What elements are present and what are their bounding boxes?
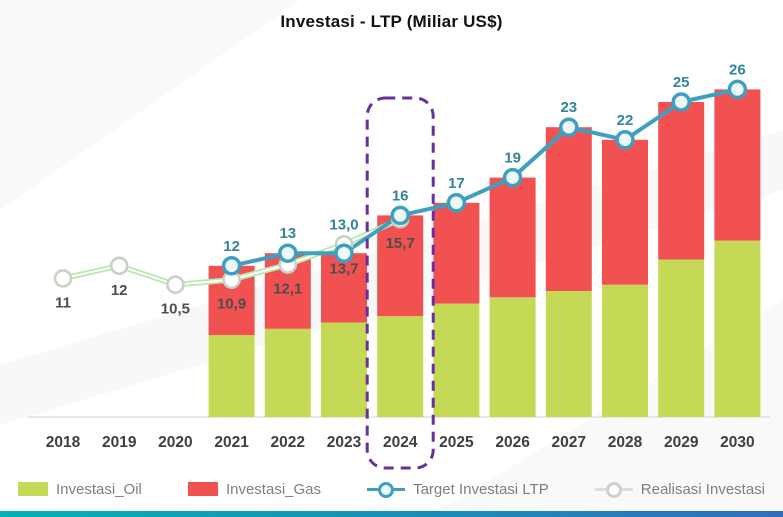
bar-oil-2023 (321, 322, 367, 417)
bar-oil-2030 (714, 240, 761, 417)
target-label-2025: 17 (448, 175, 465, 192)
bar-oil-2027 (545, 291, 592, 417)
target-marker-2022 (278, 243, 298, 263)
target-label-2028: 22 (617, 112, 634, 129)
x-label-2022: 2022 (271, 434, 305, 451)
target-marker-2027 (559, 117, 579, 137)
x-label-2027: 2027 (552, 434, 586, 451)
bar-gas-2028 (602, 139, 648, 285)
realisasi-label-2023: 13,7 (329, 260, 358, 277)
bar-oil-2024 (377, 316, 424, 417)
x-label-2030: 2030 (720, 434, 754, 451)
target-line-marker-icon (367, 480, 406, 498)
target-marker-2026 (502, 167, 523, 188)
footer-accent-bar (0, 511, 783, 517)
realisasi-label-2022: 12,1 (273, 281, 302, 298)
investment-chart: 12 13 13,0 16 17 19 23 22 25 26 11 12 10,5 10,9 12,1 13… (28, 61, 770, 470)
legend-label-gas: Investasi_Gas (225, 480, 321, 498)
legend-item-investasi-gas: Investasi_Gas (187, 480, 321, 498)
target-marker-2023 (334, 243, 354, 263)
bar-oil-2022 (264, 328, 311, 417)
realisasi-label-2024: 15,7 (386, 235, 415, 252)
target-label-2027: 23 (560, 99, 577, 116)
chart-title: Investasi - LTP (Miliar US$) (280, 12, 503, 31)
legend-label-realisasi: Realisasi Investasi (640, 480, 765, 498)
x-label-2025: 2025 (439, 434, 474, 451)
bar-gas-2029 (658, 102, 705, 260)
x-label-2029: 2029 (664, 434, 699, 451)
bar-oil-2021 (208, 335, 255, 417)
x-label-2021: 2021 (214, 434, 249, 451)
realisasi-marker-2018 (53, 269, 73, 288)
x-label-2019: 2019 (102, 434, 137, 451)
target-label-2024: 16 (392, 187, 409, 204)
highlight-2024-box (365, 96, 435, 470)
target-marker-2025 (446, 193, 467, 213)
bar-oil-2025 (433, 303, 480, 417)
realisasi-marker-2019 (109, 256, 129, 276)
target-label-2021: 12 (223, 238, 240, 255)
realisasi-label-2019: 12 (111, 282, 128, 299)
target-marker-2030 (727, 79, 748, 100)
target-marker-2028 (615, 130, 635, 150)
realisasi-label-2018: 11 (55, 294, 71, 311)
target-label-2026: 19 (504, 150, 521, 167)
bar-gas-2026 (489, 177, 536, 298)
legend-item-investasi-oil: Investasi_Oil (18, 481, 142, 498)
realisasi-label-2020: 10,5 (161, 301, 190, 318)
legend-label-target: Target Investasi LTP (413, 480, 549, 498)
gas-swatch-icon (187, 482, 218, 496)
target-label-2029: 25 (673, 74, 690, 91)
bar-oil-2028 (602, 284, 648, 417)
target-line (231, 87, 738, 268)
target-label-2023: 13,0 (329, 216, 358, 233)
x-label-2020: 2020 (158, 434, 192, 451)
bar-oil-2029 (658, 259, 705, 417)
bar-oil-2026 (489, 297, 536, 417)
legend: Investasi_Oil Investasi_Gas Target Inves… (0, 480, 783, 498)
bar-gas-2030 (714, 89, 761, 241)
target-marker-2029 (671, 92, 691, 112)
target-label-2022: 13 (279, 225, 296, 242)
target-marker-2024 (390, 205, 410, 226)
bar-gas-2023 (321, 253, 367, 323)
bar-gas-2027 (545, 127, 592, 291)
x-label-2026: 2026 (495, 434, 530, 451)
x-label-2024: 2024 (383, 434, 418, 451)
decor-shape (0, 0, 300, 210)
x-label-2018: 2018 (46, 434, 81, 451)
oil-swatch-icon (18, 482, 48, 496)
target-label-2030: 26 (729, 61, 746, 78)
x-label-2023: 2023 (327, 434, 362, 451)
legend-item-target: Target Investasi LTP (367, 480, 549, 498)
realisasi-label-2021: 10,9 (217, 296, 246, 313)
realisasi-marker-2020 (166, 275, 185, 295)
x-label-2028: 2028 (608, 434, 643, 451)
legend-item-realisasi: Realisasi Investasi (594, 480, 765, 498)
bar-gas-2024 (377, 215, 424, 317)
legend-label-oil: Investasi_Oil (56, 480, 142, 498)
target-marker-2021 (221, 256, 242, 276)
bar-gas-2025 (433, 202, 480, 304)
realisasi-line-marker-icon (594, 480, 633, 498)
